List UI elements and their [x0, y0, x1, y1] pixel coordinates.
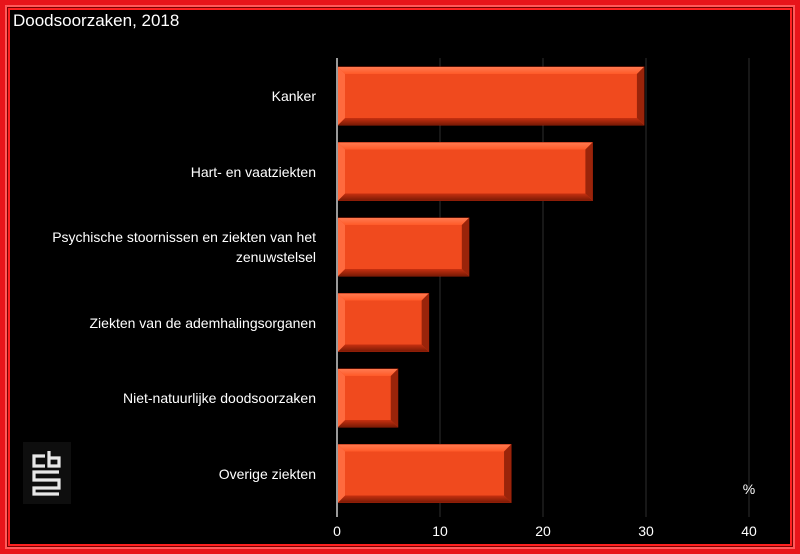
bar [337, 368, 399, 428]
x-tick-label: 20 [535, 523, 551, 539]
x-tick-label: 30 [638, 523, 654, 539]
category-label-text: Hart- en vaatziekten [190, 163, 316, 180]
bar [337, 217, 470, 277]
category-label: Psychische stoornissen en ziekten van he… [16, 222, 316, 272]
unit-label: % [743, 481, 755, 497]
chart-title: Doodsoorzaken, 2018 [13, 11, 180, 30]
category-label: Hart- en vaatziekten [16, 147, 316, 197]
category-label-text: Ziekten van de ademhalingsorganen [89, 314, 317, 331]
x-tick-label: 40 [741, 523, 757, 539]
x-tick-label: 10 [432, 523, 448, 539]
category-label-text: Psychische stoornissen en ziekten van he… [52, 229, 316, 265]
category-label-text: Niet-natuurlijke doodsoorzaken [123, 390, 316, 406]
x-tick-label: 0 [333, 523, 341, 539]
bar [337, 142, 593, 201]
category-label-text: Overige ziekten [218, 465, 316, 482]
category-label: Overige ziekten [16, 449, 316, 499]
category-label: Niet-natuurlijke doodsoorzaken [16, 373, 316, 423]
bar [337, 66, 645, 126]
category-label-text: Kanker [271, 88, 316, 104]
cbs-logo-icon [23, 442, 71, 504]
bar [337, 444, 512, 503]
bar [337, 293, 430, 352]
category-label: Kanker [16, 71, 316, 121]
category-label: Ziekten van de ademhalingsorganen [16, 298, 317, 348]
